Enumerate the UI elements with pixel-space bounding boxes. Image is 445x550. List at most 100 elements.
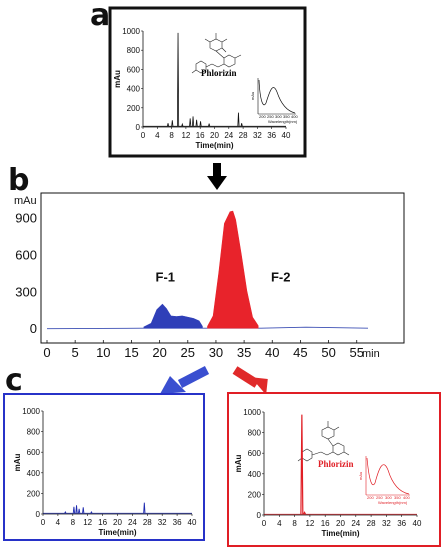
x-tick-label-b-30: 30 [209, 345, 223, 360]
peak-a-9 [237, 112, 240, 127]
peak-a-7 [199, 121, 202, 127]
peak-c-3 [78, 508, 81, 514]
x-tick-label-d-40: 40 [413, 519, 422, 528]
y-axis-label-d: mAu [234, 455, 243, 473]
y-tick-label-c-800: 800 [27, 428, 41, 437]
x-tick-label-d-36: 36 [397, 519, 406, 528]
y-tick-label-a-1000: 1000 [122, 27, 140, 36]
x-tick-label-c-20: 20 [113, 518, 122, 527]
y-axis-label-b: mAu [14, 195, 37, 207]
chart-c: 0 200 400 600 800 1000 0 4 8 12 16 20 24 28 32 36 40 Time… [13, 407, 197, 537]
x-tick-label-a-40: 40 [282, 131, 291, 140]
x-tick-label-a-0: 0 [141, 131, 146, 140]
peak-a-0 [166, 123, 170, 127]
series-label-2: F-2 [271, 269, 291, 284]
compound-label-d: Phlorizin [318, 459, 354, 469]
uv-inset-xlabel-a: Wavelength(nm) [268, 119, 298, 124]
x-tick-label-c-16: 16 [98, 518, 107, 527]
x-axis-label-b: min [362, 348, 380, 360]
x-tick-label-a-8: 8 [169, 131, 174, 140]
x-tick-label-b-25: 25 [181, 345, 195, 360]
x-tick-label-d-24: 24 [351, 519, 360, 528]
phlorizin-structure-a [191, 33, 242, 74]
y-tick-label-d-0: 0 [257, 511, 262, 520]
uv-inset-xtick-400-a: 400 [291, 114, 298, 119]
x-tick-label-b-40: 40 [265, 345, 279, 360]
arrow-b-to-d [232, 366, 268, 395]
y-tick-label-d-600: 600 [248, 449, 262, 458]
y-tick-label-d-800: 800 [248, 429, 262, 438]
uv-inset-xtick-400-d: 400 [403, 495, 410, 500]
y-axis-label-c: mAu [13, 454, 22, 472]
uv-inset-xtick-200-d: 200 [367, 495, 374, 500]
x-tick-label-c-8: 8 [71, 518, 76, 527]
compound-label-a: Phlorizin [201, 68, 237, 78]
x-tick-label-b-20: 20 [152, 345, 166, 360]
x-tick-label-d-12: 12 [305, 519, 314, 528]
uv-inset-xlabel-d: Wavelength(nm) [378, 500, 408, 505]
peak-a-5 [192, 116, 195, 127]
y-tick-label-c-600: 600 [27, 448, 41, 457]
uv-inset-xtick-350-a: 350 [283, 114, 290, 119]
panel-letter-b: b [8, 163, 29, 198]
y-tick-label-b-300: 300 [15, 284, 37, 299]
uv-spectrum-line-a [258, 79, 296, 114]
peak-a-3 [181, 122, 184, 127]
x-tick-label-a-24: 24 [224, 131, 233, 140]
peak-d-1 [303, 511, 307, 515]
peak-c-1 [72, 506, 76, 514]
y-tick-label-c-200: 200 [27, 489, 41, 498]
fraction-area-2 [207, 210, 259, 329]
y-tick-label-d-200: 200 [248, 490, 262, 499]
x-tick-label-b-55: 55 [350, 345, 364, 360]
peak-a-8 [208, 123, 211, 127]
x-tick-label-b-0: 0 [43, 345, 50, 360]
y-tick-label-a-800: 800 [127, 46, 141, 55]
x-tick-label-c-28: 28 [143, 518, 152, 527]
x-tick-label-d-4: 4 [277, 519, 282, 528]
peak-c-6 [143, 502, 146, 514]
x-tick-label-b-5: 5 [72, 345, 79, 360]
uv-inset-xtick-200-a: 200 [259, 114, 266, 119]
x-tick-label-a-20: 20 [210, 131, 219, 140]
x-axis-label-c: Time(min) [98, 528, 136, 537]
x-axis-label-d: Time(min) [321, 529, 359, 538]
uv-spectrum-line-d [366, 457, 410, 495]
peak-a-6 [195, 119, 198, 127]
panel-a-frame [108, 6, 307, 158]
uv-inset-xtick-300-a: 300 [275, 114, 282, 119]
uv-inset-ylabel-d: mAu [358, 472, 363, 480]
panel-d-frame [227, 392, 441, 547]
x-tick-label-a-32: 32 [253, 131, 262, 140]
x-tick-label-a-36: 36 [267, 131, 276, 140]
uv-inset-d: mAu 200 250 300 350 400 Wavelength(nm) [358, 456, 410, 505]
x-tick-label-c-40: 40 [188, 518, 197, 527]
arrow-b-to-c [160, 366, 210, 394]
x-tick-label-b-35: 35 [237, 345, 251, 360]
peak-c-4 [82, 507, 85, 514]
x-axis-label-a: Time(min) [195, 141, 233, 150]
x-tick-label-c-4: 4 [56, 518, 61, 527]
peak-c-0 [64, 510, 67, 514]
uv-inset-xtick-350-d: 350 [394, 495, 401, 500]
y-tick-label-b-0: 0 [30, 321, 37, 336]
arrow-a-to-b [207, 163, 227, 190]
x-tick-label-d-28: 28 [367, 519, 376, 528]
panel-letter-a: a [90, 0, 110, 33]
y-tick-label-c-400: 400 [27, 469, 41, 478]
x-tick-label-b-45: 45 [293, 345, 307, 360]
x-tick-label-a-4: 4 [155, 131, 160, 140]
fraction-area-1 [143, 303, 203, 329]
uv-inset-xtick-250-d: 250 [376, 495, 383, 500]
uv-inset-a: mAu 200 250 300 350 400 Wavelength(nm) [250, 78, 298, 124]
y-tick-label-d-1000: 1000 [243, 408, 261, 417]
series-label-1: F-1 [156, 269, 176, 284]
x-tick-label-d-32: 32 [382, 519, 391, 528]
baseline-b [46, 326, 369, 330]
chart-d: 0 200 400 600 800 1000 0 4 8 12 16 20 24 28 32 36 40 Time… [234, 408, 422, 538]
x-tick-label-b-10: 10 [96, 345, 110, 360]
x-tick-label-d-16: 16 [321, 519, 330, 528]
y-tick-label-c-1000: 1000 [22, 407, 40, 416]
